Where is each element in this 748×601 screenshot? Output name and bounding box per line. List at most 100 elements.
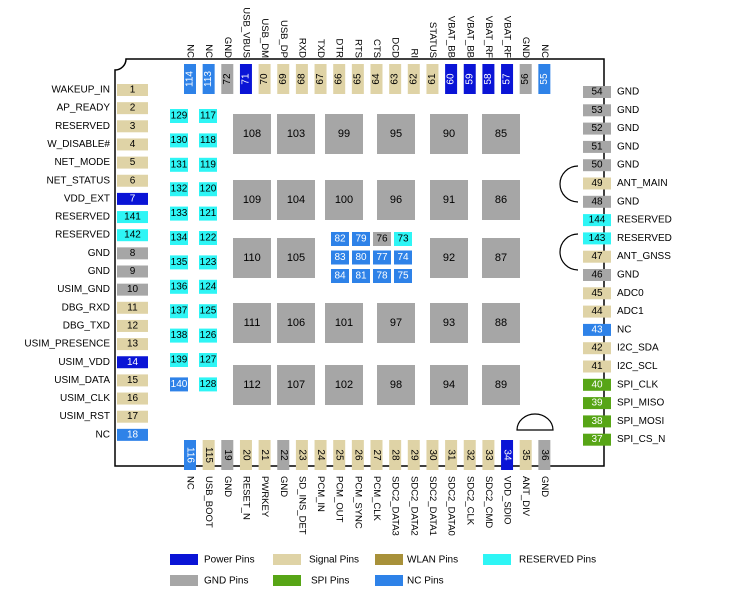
- pin-label: RXD: [296, 38, 307, 58]
- left-pin: 142 RESERVED: [55, 229, 148, 242]
- pin-label: NC: [185, 476, 196, 490]
- pin-number: 12: [127, 320, 139, 331]
- pin-number: 104: [287, 194, 305, 206]
- pin-number: 44: [591, 306, 603, 317]
- right-pin: 38 SPI_MOSI: [583, 415, 664, 428]
- pin-number: 34: [502, 449, 513, 461]
- pin-label: GND: [278, 476, 289, 497]
- right-pin: 49 ANT_MAIN: [583, 177, 668, 190]
- pin-pad: [117, 120, 148, 133]
- pin-number: 109: [243, 194, 261, 206]
- pin-number: 93: [443, 317, 455, 329]
- pin-label: GND: [617, 160, 639, 171]
- left-pin: 1 WAKEUP_IN: [51, 84, 148, 96]
- pin-number: 98: [390, 379, 402, 391]
- pin-pad: [407, 440, 420, 470]
- left-pin: 11 DBG_RXD: [62, 301, 148, 314]
- legend-swatch: [375, 575, 403, 586]
- inner-pin: 123: [199, 255, 217, 270]
- inner-pin: 132: [170, 182, 188, 197]
- pin-pad: [583, 269, 611, 281]
- pad-body: [325, 365, 363, 405]
- inner-pin: 129: [170, 109, 188, 123]
- pin-number: 53: [591, 105, 603, 116]
- pin-pad: [117, 283, 148, 296]
- pin-number: 70: [259, 73, 270, 85]
- legend-swatch: [170, 554, 198, 565]
- inner-pin: 124: [199, 279, 217, 294]
- pin-pad: [199, 182, 217, 197]
- right-pin: 50 GND: [583, 159, 639, 172]
- center-pin: 80: [352, 250, 370, 265]
- pin-pad: [117, 319, 148, 332]
- pin-pad: [583, 104, 611, 117]
- pin-number: 18: [127, 429, 139, 440]
- pin-pad: [394, 250, 412, 265]
- left-pin: 15 USIM_DATA: [54, 374, 148, 387]
- pin-pad: [170, 231, 188, 245]
- pad-body: [377, 180, 415, 220]
- pin-number: 57: [502, 73, 513, 85]
- pin-label: GND: [222, 476, 233, 497]
- pin-pad: [117, 247, 148, 260]
- pin-label: I2C_SCL: [617, 361, 658, 372]
- legend-item: NC Pins: [375, 575, 444, 587]
- pad-body: [430, 238, 468, 278]
- inner-pin: 131: [170, 157, 188, 172]
- pin-pad: [463, 440, 476, 470]
- pin-pad: [583, 397, 611, 410]
- pin-pad: [583, 433, 611, 446]
- pin-pad: [482, 440, 495, 470]
- pin-label: ANT_GNSS: [617, 251, 671, 262]
- top-pin: 113 NC: [202, 44, 215, 94]
- pin-pad: [117, 138, 148, 151]
- legend-swatch: [483, 554, 511, 565]
- pin-number: 48: [591, 196, 603, 207]
- pin-number: 68: [296, 73, 307, 85]
- pin-number: 114: [185, 71, 196, 87]
- pin-number: 141: [124, 212, 141, 223]
- pin-pad: [239, 440, 252, 470]
- pin-label: USIM_PRESENCE: [24, 339, 110, 350]
- inner-pin: 133: [170, 206, 188, 221]
- pin-label: SD_INS_DET: [296, 476, 307, 535]
- pin-label: SDC2_CMD: [483, 476, 494, 528]
- pin-pad: [583, 250, 611, 263]
- pin-number: 103: [287, 128, 305, 140]
- legend-item: GND Pins: [170, 575, 248, 587]
- legend-label: NC Pins: [407, 576, 444, 587]
- pin-label: TXD: [315, 39, 326, 58]
- pin-label: VDD_EXT: [64, 193, 110, 204]
- legend-item: RESERVED Pins: [483, 554, 596, 566]
- pin-pad: [199, 377, 217, 392]
- pin-number: 83: [334, 252, 346, 263]
- pin-number: 23: [296, 449, 307, 461]
- pin-number: 113: [203, 71, 214, 87]
- inner-pin: 125: [199, 304, 217, 319]
- pin-number: 106: [287, 317, 305, 329]
- bottom-pin: 32 SDC2_CLK: [463, 440, 476, 526]
- pin-pad: [331, 232, 349, 246]
- gnd-pad: 112: [233, 365, 271, 405]
- pin-pad: [239, 64, 252, 94]
- pin-pad: [170, 255, 188, 270]
- pin-pad: [199, 133, 217, 148]
- pin-number: 41: [591, 361, 603, 372]
- pin-pad: [351, 64, 364, 94]
- gnd-pad: 96: [377, 180, 415, 220]
- bottom-pin: 25 PCM_OUT: [333, 440, 346, 523]
- pin-label: SDC2_DATA3: [390, 476, 401, 536]
- bottom-pin-row: 116 NC 115 USB_BOOT 19 GND 20 RESET_N 21 PWRKEY 22…: [184, 440, 551, 536]
- pin-number: 64: [371, 73, 382, 85]
- left-pin-column: 1 WAKEUP_IN 2 AP_READY 3 RESERVED 4 W_DISABLE# 5…: [24, 84, 148, 441]
- pin-label: USB_BOOT: [203, 476, 214, 528]
- pin-label: RESERVED: [55, 121, 110, 132]
- pin-number: 138: [171, 330, 188, 341]
- pin-label: ADC0: [617, 288, 644, 299]
- pin-label: RESERVED: [55, 230, 110, 241]
- pin-pad: [258, 64, 271, 94]
- pin-number: 94: [443, 379, 455, 391]
- pad-body: [277, 365, 315, 405]
- pin-number: 14: [127, 357, 139, 368]
- pin-pad: [394, 269, 412, 283]
